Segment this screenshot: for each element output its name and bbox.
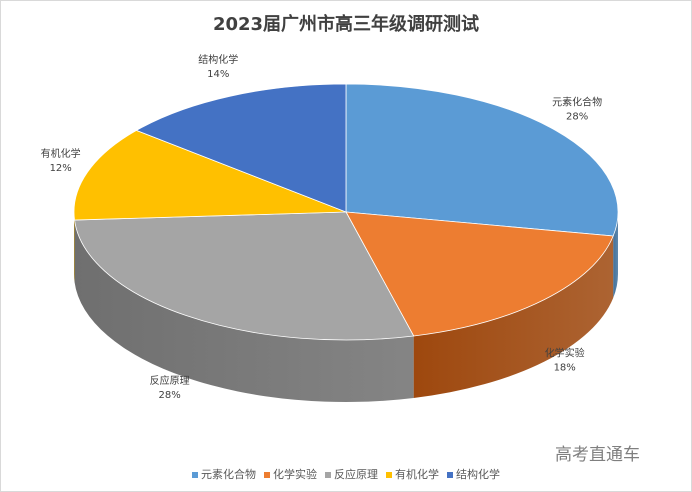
- pie-slice-4: [135, 83, 347, 213]
- watermark: 高考直通车: [555, 445, 640, 465]
- pie-slice-1: [345, 211, 614, 337]
- pie-side-2: [74, 220, 414, 402]
- legend-swatch: [264, 472, 270, 478]
- pie-top: [73, 83, 619, 341]
- slice-label-value: 28%: [566, 111, 588, 122]
- chart-legend: 元素化合物 化学实验 反应原理 有机化学 结构化学: [0, 466, 692, 482]
- chart-title: 2023届广州市高三年级调研测试: [212, 14, 480, 35]
- legend-swatch: [325, 472, 331, 478]
- legend-item: 反应原理: [325, 466, 378, 482]
- legend-label: 结构化学: [456, 468, 500, 481]
- pie-slice-2: [74, 211, 415, 341]
- slice-label-name: 有机化学: [41, 147, 81, 160]
- slice-label-name: 化学实验: [545, 347, 585, 360]
- pie-side-3: [74, 212, 75, 283]
- legend-item: 元素化合物: [192, 466, 256, 482]
- slice-label-name: 反应原理: [150, 374, 190, 387]
- legend-swatch: [386, 472, 392, 478]
- legend-swatch: [447, 472, 453, 478]
- legend-label: 化学实验: [273, 468, 317, 481]
- slice-label-name: 结构化学: [198, 53, 238, 66]
- slice-label-value: 12%: [50, 163, 72, 174]
- pie-slice-3: [73, 129, 347, 221]
- legend-label: 元素化合物: [201, 468, 256, 481]
- legend-item: 化学实验: [264, 466, 317, 482]
- pie-slice-0: [345, 83, 619, 237]
- slice-label-name: 元素化合物: [552, 95, 602, 108]
- legend-swatch: [192, 472, 198, 478]
- legend-item: 有机化学: [386, 466, 439, 482]
- pie-labels: 元素化合物 28% 化学实验 18% 反应原理 28% 有机化学 12% 结构化学 14%: [41, 53, 602, 401]
- pie-side-1: [413, 235, 614, 398]
- legend-label: 有机化学: [395, 468, 439, 481]
- legend-item: 结构化学: [447, 466, 500, 482]
- legend-label: 反应原理: [334, 468, 378, 481]
- slice-label-value: 18%: [554, 363, 576, 374]
- slice-label-value: 28%: [159, 390, 181, 401]
- slice-label-value: 14%: [207, 69, 229, 80]
